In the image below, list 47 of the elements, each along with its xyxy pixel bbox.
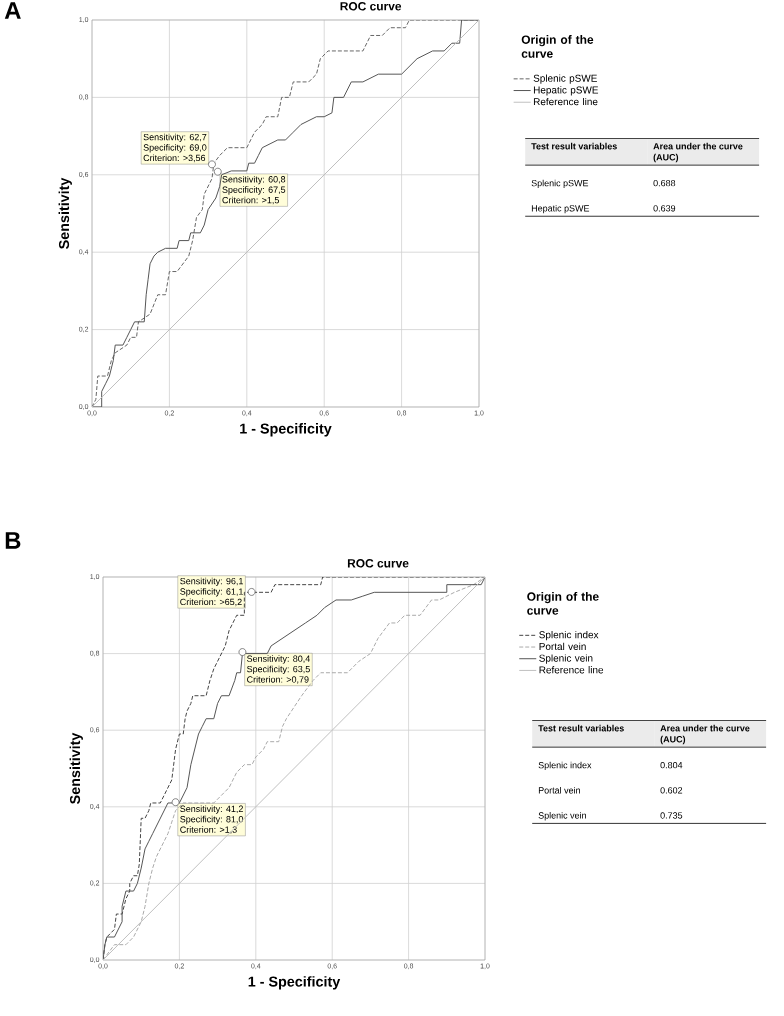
annotation: Criterion: >1,5 (222, 196, 279, 205)
annotation: Criterion: >3,56 (143, 154, 206, 163)
text: 0.804 (660, 761, 683, 769)
text: Test result variables (538, 724, 624, 732)
legend-label: Reference line (539, 666, 604, 674)
legend-label: Portal vein (539, 642, 586, 650)
annotation: Sensitivity: 41,2 (180, 805, 243, 814)
text: Portal vein (538, 786, 580, 794)
legend-label: Splenic vein (539, 654, 593, 664)
annotation: Sensitivity: 96,1 (180, 577, 243, 587)
x-axis-title: 1 - Specificity (240, 423, 332, 437)
annotation: Criterion: >65,2 (180, 598, 242, 607)
text: Splenic vein (538, 812, 586, 821)
text: Hepatic pSWE (531, 204, 590, 214)
legend-title: Origin of the curve (527, 592, 599, 615)
legend-label: Reference line (533, 97, 598, 106)
legend-label: Splenic pSWE (533, 74, 597, 84)
annotation: Specificity: 69,0 (143, 144, 207, 153)
y-axis-title: Sensitivity (58, 177, 72, 249)
annotation: Sensitivity: 80,4 (247, 655, 310, 664)
chart-title: ROC curve (340, 2, 402, 11)
y-axis-title: Sensitivity (69, 732, 83, 804)
text: Splenic pSWE (531, 179, 589, 189)
annotation: Sensitivity: 60,8 (222, 175, 286, 185)
text: 0.602 (660, 787, 683, 794)
annotation: Criterion: >1,3 (180, 826, 237, 834)
annotation: Criterion: >0,79 (247, 676, 309, 684)
annotation: Sensitivity: 62,7 (143, 133, 207, 143)
legend-label: Hepatic pSWE (533, 86, 599, 96)
text: 0.639 (653, 205, 676, 212)
text: 0.688 (653, 179, 676, 187)
annotation: Specificity: 67,5 (222, 186, 286, 195)
annotation: Specificity: 63,5 (247, 665, 310, 675)
text: Area under the curve (AUC) (653, 142, 743, 163)
text: B (5, 532, 21, 549)
text: Test result variables (531, 142, 617, 150)
chart-title: ROC curve (347, 559, 409, 568)
line-series (92, 19, 479, 407)
legend-label: Splenic index (539, 630, 599, 641)
text: Area under the curve (AUC) (660, 724, 750, 745)
x-axis-title: 1 - Specificity (248, 976, 341, 990)
legend-title: Origin of the curve (521, 35, 594, 58)
annotation: Specificity: 81,0 (180, 815, 244, 825)
annotation: Specificity: 61,1 (180, 588, 243, 597)
text: Splenic index (538, 761, 592, 771)
text: 0.735 (660, 812, 683, 819)
text: A (4, 2, 21, 19)
